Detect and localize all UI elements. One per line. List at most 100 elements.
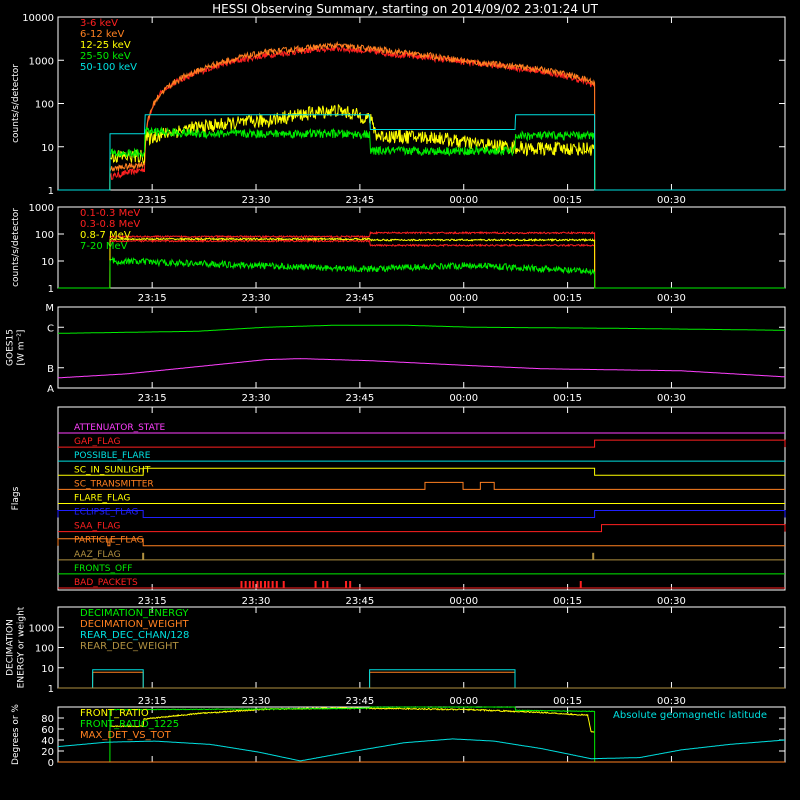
x-tick-label: 23:45 — [345, 393, 374, 404]
legend-entry: 6-12 keV — [80, 29, 124, 40]
y-tick-label: M — [45, 303, 54, 314]
x-tick-label: 00:30 — [657, 393, 686, 404]
y-tick-label: 1 — [48, 186, 54, 197]
flag-label: ATTENUATOR_STATE — [74, 423, 166, 433]
figure-title: HESSI Observing Summary, starting on 201… — [212, 2, 598, 16]
x-tick-label: 00:15 — [553, 696, 582, 707]
y-axis-label: DECIMATION — [6, 619, 16, 676]
y-axis-label: Flags — [11, 486, 21, 510]
flag-line — [58, 481, 785, 490]
y-tick-label: A — [47, 384, 54, 395]
x-tick-label: 00:30 — [657, 195, 686, 206]
series-line — [58, 114, 785, 191]
flag-label: GAP_FLAG — [74, 437, 120, 447]
series-line — [58, 44, 785, 191]
x-tick-label: 23:30 — [242, 596, 271, 607]
y-tick-label: 10 — [41, 143, 54, 154]
x-tick-label: 00:00 — [449, 195, 478, 206]
y-axis-label: counts/s/detector — [11, 64, 21, 143]
flag-line — [58, 467, 785, 476]
legend-entry: 25-50 keV — [80, 51, 131, 62]
legend-entry: DECIMATION_ENERGY — [80, 608, 189, 619]
flag-label: FRONTS_OFF — [74, 564, 132, 574]
legend-entry: FRONT_RATIO — [80, 708, 149, 719]
legend-entry: MAX_DET_VS_TOT — [80, 730, 172, 741]
x-tick-label: 00:15 — [553, 393, 582, 404]
flag-label: POSSIBLE_FLARE — [74, 451, 151, 461]
y-tick-label: 40 — [41, 736, 54, 747]
x-tick-label: 23:30 — [242, 696, 271, 707]
plot-frame — [57, 406, 786, 591]
y-tick-label: 10 — [41, 257, 54, 268]
series-line — [58, 671, 785, 689]
legend-entry: 3-6 keV — [80, 18, 118, 29]
legend-entry: 0.1-0.3 MeV — [80, 208, 140, 219]
y-axis-label: counts/s/detector — [11, 208, 21, 287]
x-tick-label: 00:00 — [449, 393, 478, 404]
x-tick-label: 23:15 — [138, 596, 167, 607]
panel-lightcurves: 23:15 23:30 23:45 00:00 00:15 00:30 1 10 100 1000… — [11, 13, 786, 206]
series-line — [57, 738, 785, 762]
flag-line — [57, 510, 786, 519]
x-tick-label: 23:15 — [138, 696, 167, 707]
flag-line — [57, 538, 785, 547]
x-tick-label: 00:15 — [553, 293, 582, 304]
y-tick-label: C — [47, 323, 54, 334]
y-tick-label: 100 — [35, 100, 54, 111]
x-tick-label: 00:00 — [449, 293, 478, 304]
legend-entry: REAR_DEC_CHAN/128 — [80, 630, 189, 641]
x-tick-label: 23:45 — [345, 596, 374, 607]
x-tick-label: 00:00 — [449, 696, 478, 707]
series-line — [109, 706, 595, 733]
x-tick-label: 23:15 — [138, 195, 167, 206]
series-line — [58, 324, 785, 334]
y-tick-label: 1000 — [29, 56, 54, 67]
y-tick-label: 1 — [48, 684, 54, 695]
panels: 23:15 23:30 23:45 00:00 00:15 00:301101001000… — [6, 13, 786, 769]
series-line — [57, 358, 786, 379]
panel-decimation: 23:15 23:30 23:45 00:00 00:15 00:30 1 10 100 1000… — [6, 606, 786, 707]
legend-entry: 12-25 keV — [80, 40, 131, 51]
y-tick-label: 0 — [48, 758, 54, 769]
series-line — [58, 40, 785, 191]
legend-entry: REAR_DEC_WEIGHT — [80, 641, 179, 652]
flag-label: FLARE_FLAG — [74, 493, 130, 503]
flag-line — [58, 439, 786, 448]
y-tick-label: 1000 — [29, 203, 54, 214]
plot-frame — [57, 16, 786, 191]
flag-label: SC_TRANSMITTER — [74, 479, 154, 489]
y-tick-label: 20 — [41, 747, 54, 758]
y-tick-label: B — [47, 364, 54, 375]
panel-annotation: Absolute geomagnetic latitude — [613, 710, 767, 721]
x-tick-label: 00:00 — [449, 596, 478, 607]
flag-label: PARTICLE_FLAG — [74, 536, 144, 546]
flag-line — [58, 524, 786, 533]
x-tick-label: 00:15 — [553, 195, 582, 206]
plot-frame — [57, 206, 786, 289]
x-tick-label: 23:45 — [345, 696, 374, 707]
flag-label: SC_IN_SUNLIGHT — [74, 465, 151, 475]
x-tick-label: 23:45 — [345, 293, 374, 304]
x-tick-label: 00:30 — [657, 596, 686, 607]
panel-flags: 23:15 23:30 23:45 00:00 00:15 00:30 Flags ATTEN… — [11, 406, 786, 607]
x-tick-label: 23:30 — [242, 195, 271, 206]
y-axis-label: GOES15 — [6, 329, 16, 366]
series-line — [58, 256, 785, 289]
flag-label: SAA_FLAG — [74, 522, 120, 532]
y-tick-label: 60 — [41, 725, 54, 736]
x-tick-label: 23:30 — [242, 393, 271, 404]
panel-high_energy: 23:15 23:30 23:45 00:00 00:15 00:30 1 10 100 1000… — [11, 203, 786, 304]
legend-entry: DECIMATION_WEIGHT — [80, 619, 189, 630]
flag-label: AAZ_FLAG — [74, 550, 121, 560]
y-tick-label: 1 — [48, 284, 54, 295]
y-tick-label: 100 — [35, 644, 54, 655]
y-axis-label: ENERGY or weight — [17, 606, 27, 688]
plot-frame — [57, 306, 786, 389]
x-tick-label: 00:30 — [657, 696, 686, 707]
legend-entry: 0.3-0.8 MeV — [80, 219, 140, 230]
legend-entry: 0.8-7 MeV — [80, 230, 131, 241]
y-tick-label: 1000 — [29, 623, 54, 634]
y-tick-label: 10 — [41, 664, 54, 675]
